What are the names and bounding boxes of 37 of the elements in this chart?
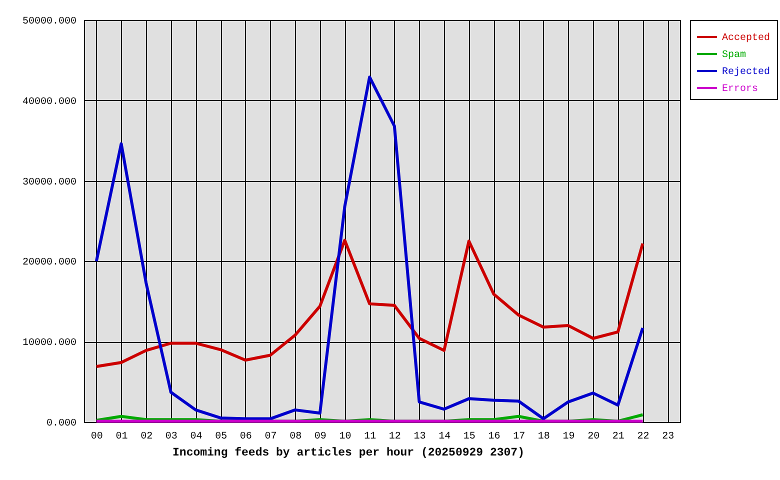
x-tick-label: 18: [538, 432, 550, 442]
x-tick-label: 11: [364, 432, 376, 442]
x-tick-label: 02: [140, 432, 153, 442]
y-tick-label: 40000.000: [22, 96, 76, 108]
x-tick-label: 03: [165, 432, 178, 442]
x-tick-label: 23: [662, 432, 674, 442]
x-tick-label: 14: [438, 432, 451, 442]
x-tick-label: 09: [314, 432, 326, 442]
x-tick-label: 20: [588, 432, 600, 442]
line-series: [94, 76, 644, 420]
x-tick-label: 04: [190, 432, 202, 442]
x-tick-label: 13: [414, 432, 426, 442]
x-tick-label: 01: [116, 432, 128, 442]
x-tick-label: 17: [513, 432, 526, 442]
x-axis-title: Incoming feeds by articles per hour (20250929 2307): [172, 446, 524, 460]
y-tick-label: 10000.000: [22, 338, 76, 350]
x-tick-label: 10: [339, 432, 352, 442]
x-tick-label: 05: [215, 432, 228, 442]
legend-label: Errors: [722, 84, 758, 95]
legend-label: Spam: [722, 50, 746, 61]
x-tick-label: 07: [264, 432, 277, 442]
y-tick-label: 30000.000: [22, 177, 76, 188]
x-tick-label: 06: [240, 432, 252, 442]
y-tick-label: 50000.000: [22, 16, 76, 28]
x-tick-label: 21: [612, 432, 624, 442]
x-tick-label: 22: [637, 432, 650, 442]
legend-label: Accepted: [722, 32, 770, 44]
x-tick-label: 19: [562, 432, 575, 442]
y-tick-label: 0.000: [46, 418, 76, 430]
y-tick-label: 20000.000: [22, 258, 76, 269]
legend-label: Rejected: [722, 66, 770, 78]
x-tick-label: 08: [290, 432, 302, 442]
line-series: [94, 238, 644, 368]
x-tick-label: 00: [90, 432, 103, 442]
x-tick-label: 12: [388, 432, 401, 442]
x-tick-label: 16: [488, 432, 500, 442]
x-tick-label: 15: [463, 432, 476, 442]
